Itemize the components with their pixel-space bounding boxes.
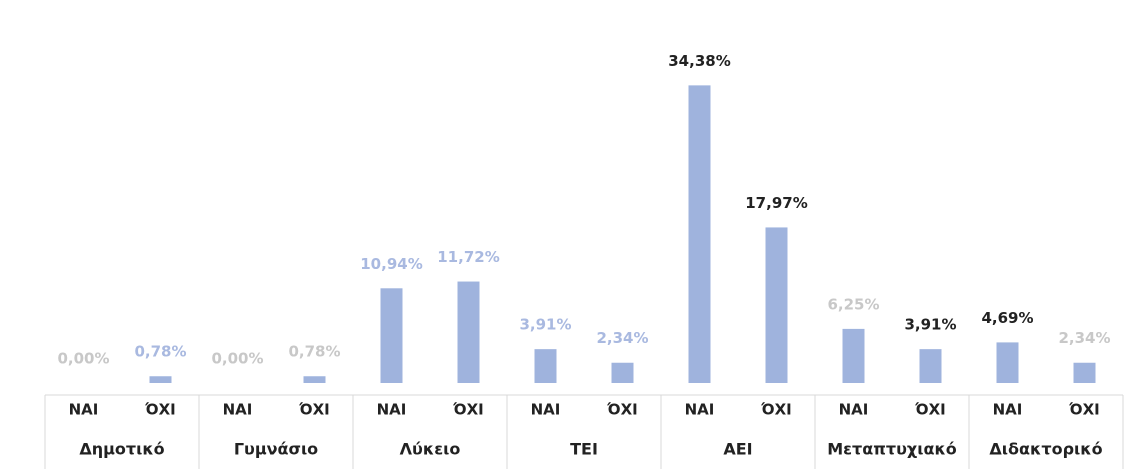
x-tick-label: ΌΧΙ — [606, 401, 638, 419]
bar — [996, 342, 1019, 383]
group-label: Δημοτικό — [79, 440, 164, 459]
group-label: ΑΕΙ — [723, 440, 752, 459]
x-tick-label: ΌΧΙ — [760, 401, 792, 419]
x-tick-label: ΌΧΙ — [914, 401, 946, 419]
bar — [303, 376, 326, 383]
x-tick-label: ΝΑΙ — [223, 401, 253, 419]
bar — [842, 328, 865, 383]
x-tick-label: ΌΧΙ — [298, 401, 330, 419]
value-label: 0,00% — [57, 350, 109, 368]
bar — [611, 362, 634, 383]
bar — [1073, 362, 1096, 383]
x-tick-label: ΌΧΙ — [1068, 401, 1100, 419]
value-label: 11,72% — [437, 248, 499, 266]
x-tick-label: ΝΑΙ — [993, 401, 1023, 419]
x-tick-label: ΝΑΙ — [839, 401, 869, 419]
x-tick-label: ΝΑΙ — [69, 401, 99, 419]
bar — [765, 227, 788, 383]
value-label: 34,38% — [668, 52, 730, 70]
bar — [380, 288, 403, 383]
bar — [457, 281, 480, 383]
group-label: Διδακτορικό — [989, 440, 1102, 459]
value-label: 4,69% — [981, 309, 1033, 327]
value-label: 17,97% — [745, 194, 807, 212]
group-label: Λύκειο — [400, 440, 461, 459]
value-label: 0,78% — [288, 343, 340, 361]
x-tick-label: ΝΑΙ — [685, 401, 715, 419]
value-label: 2,34% — [596, 329, 648, 347]
x-tick-label: ΌΧΙ — [452, 401, 484, 419]
group-label: Γυμνάσιο — [234, 440, 318, 459]
x-tick-label: ΌΧΙ — [144, 401, 176, 419]
x-tick-label: ΝΑΙ — [531, 401, 561, 419]
bar — [534, 349, 557, 383]
value-label: 6,25% — [827, 295, 879, 313]
value-label: 3,91% — [904, 316, 956, 334]
value-label: 0,78% — [134, 343, 186, 361]
value-label: 3,91% — [519, 316, 571, 334]
group-label: ΤΕΙ — [570, 440, 598, 459]
bar — [149, 376, 172, 383]
bar — [688, 85, 711, 383]
value-label: 10,94% — [360, 255, 422, 273]
x-tick-label: ΝΑΙ — [377, 401, 407, 419]
value-label: 0,00% — [211, 350, 263, 368]
bar — [919, 349, 942, 383]
group-label: Μεταπτυχιακό — [827, 440, 957, 459]
value-label: 2,34% — [1058, 329, 1110, 347]
